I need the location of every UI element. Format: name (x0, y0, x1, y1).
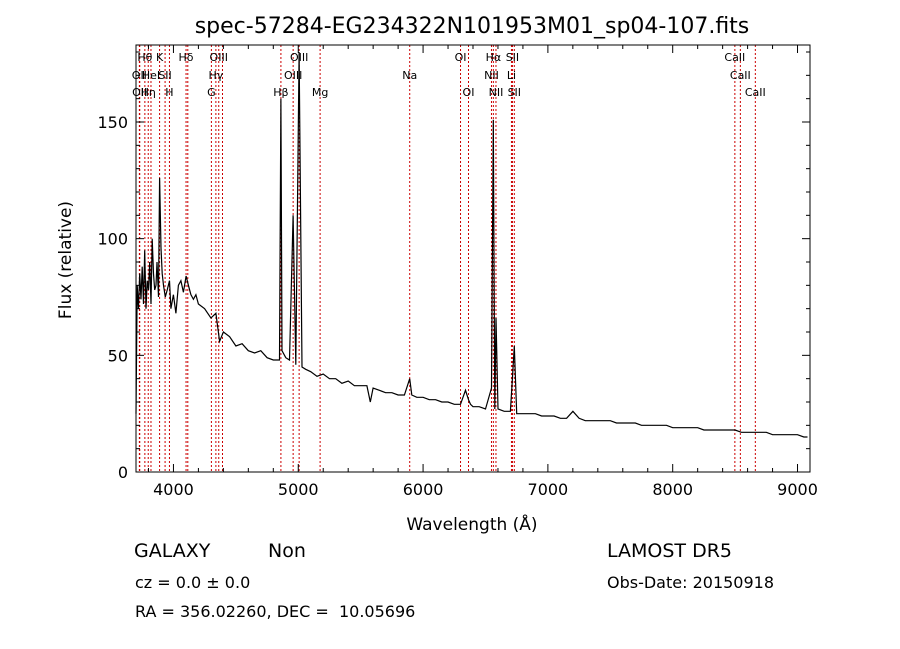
line-label-5: K (156, 51, 164, 64)
redshift-cz: cz = 0.0 ± 0.0 (135, 573, 251, 592)
y-axis-label: Flux (relative) (56, 201, 76, 319)
chart-title: spec-57284-EG234322N101953M01_sp04-107.f… (195, 14, 750, 39)
line-label-28: CaII (730, 69, 751, 82)
emission-line-markers (138, 45, 756, 472)
y-axis-ticks: 0 50 100 150 (97, 51, 810, 482)
object-class: GALAXY (134, 540, 211, 562)
line-label-18: Na (402, 69, 417, 82)
line-label-6: SII (158, 69, 171, 82)
line-label-24: Li (507, 69, 516, 82)
y-tick-label-0: 0 (118, 463, 128, 482)
line-label-26: SII (508, 86, 521, 99)
ra-dec-coordinates: RA = 356.02260, DEC = 10.05696 (135, 602, 416, 621)
observation-date: Obs-Date: 20150918 (607, 573, 775, 592)
y-tick-label-100: 100 (97, 230, 128, 249)
line-label-10: G (207, 86, 216, 99)
x-tick-label-8000: 8000 (652, 480, 693, 499)
line-label-12: OIII (210, 51, 228, 64)
x-tick-label-6000: 6000 (403, 480, 444, 499)
line-label-19: OI (455, 51, 467, 64)
line-label-27: CaII (724, 51, 745, 64)
line-label-17: Mg (312, 86, 328, 99)
survey-name: LAMOST DR5 (607, 540, 732, 562)
plot-frame (135, 44, 811, 473)
x-tick-label-7000: 7000 (528, 480, 569, 499)
line-label-29: CaII (745, 86, 766, 99)
x-axis-ticks: 4000 5000 6000 7000 8000 9000 (147, 45, 818, 499)
line-label-15: OIII (284, 69, 302, 82)
y-tick-label-150: 150 (97, 113, 128, 132)
line-label-8: Hδ (179, 51, 194, 64)
line-label-11: Hγ (208, 69, 223, 82)
line-label-2: Hθ (137, 51, 152, 64)
emission-line-labels: OIIOIIHθHηHeIKSIIHHδGHγOIIIHβOIIIOIIIMgN… (132, 51, 766, 99)
line-label-22: Hα (486, 51, 502, 64)
spectrum-trace (135, 51, 808, 438)
x-axis-label: Wavelength (Å) (406, 513, 537, 535)
line-label-25: SII (506, 51, 519, 64)
line-label-21: NII (484, 69, 499, 82)
line-label-4: HeI (142, 69, 160, 82)
y-tick-label-50: 50 (108, 346, 128, 365)
x-tick-label-5000: 5000 (278, 480, 319, 499)
x-tick-label-4000: 4000 (153, 480, 194, 499)
line-label-7: H (165, 86, 173, 99)
line-label-23: NII (489, 86, 504, 99)
x-tick-label-9000: 9000 (777, 480, 818, 499)
object-subclass: Non (268, 540, 306, 562)
line-label-3: Hη (141, 86, 156, 99)
line-label-20: OI (463, 86, 475, 99)
spectrum-line (135, 51, 808, 438)
line-label-14: Hβ (273, 86, 288, 99)
